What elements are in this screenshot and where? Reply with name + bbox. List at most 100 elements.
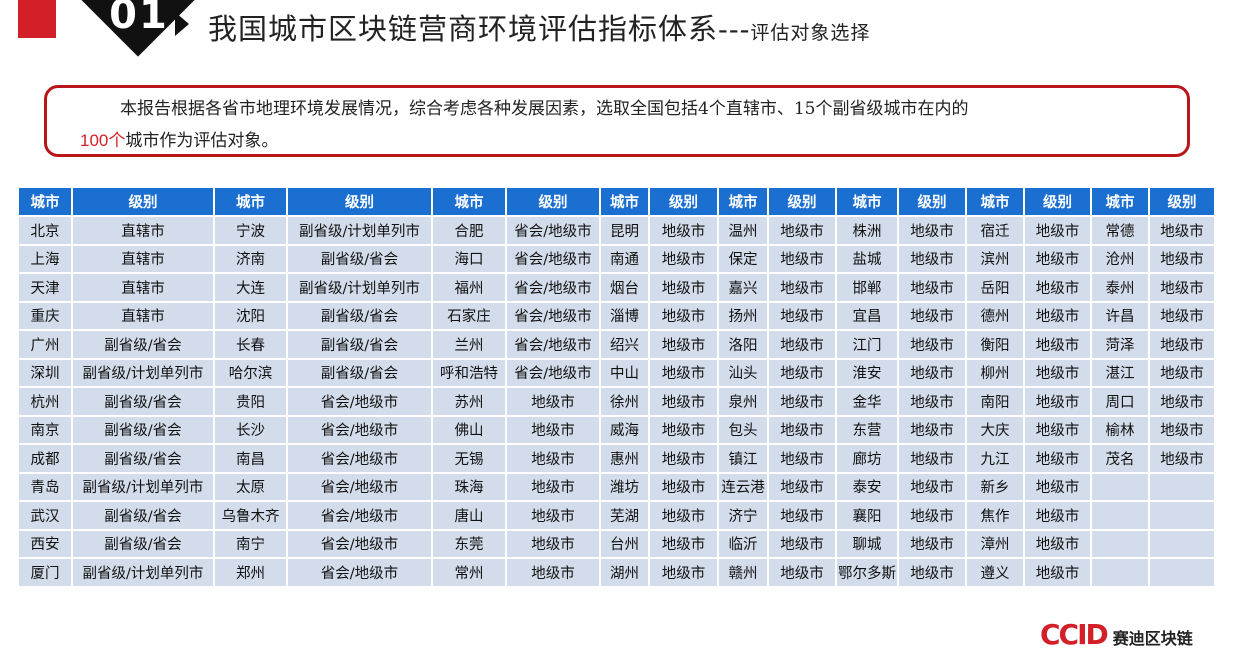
city-cell: 济南 xyxy=(213,243,288,274)
level-cell: 地级市 xyxy=(648,357,719,388)
city-cell: 漳州 xyxy=(965,528,1025,559)
arrow-decoration xyxy=(175,12,189,36)
level-cell: 地级市 xyxy=(897,215,967,246)
level-cell: 地级市 xyxy=(505,557,601,588)
city-cell: 乌鲁木齐 xyxy=(213,500,288,531)
level-cell: 地级市 xyxy=(1023,300,1092,331)
level-cell: 省会/地级市 xyxy=(505,357,601,388)
level-cell: 副省级/省会 xyxy=(71,386,215,417)
level-cell: 地级市 xyxy=(1148,414,1216,445)
city-cell: 广州 xyxy=(17,329,73,360)
city-cell: 济宁 xyxy=(717,500,769,531)
city-cell: 成都 xyxy=(17,443,73,474)
table-row: 武汉 副省级/省会 乌鲁木齐 省会/地级市 唐山 地级市 芜湖 地级市 济宁 地级市 襄阳 地级市 焦作… xyxy=(17,500,1216,531)
city-cell: 临沂 xyxy=(717,528,769,559)
table-header-cell: 级别 xyxy=(1023,186,1092,217)
level-cell: 地级市 xyxy=(648,471,719,502)
level-cell xyxy=(1148,557,1216,588)
level-cell: 省会/地级市 xyxy=(286,557,433,588)
level-cell: 地级市 xyxy=(767,443,837,474)
level-cell: 直辖市 xyxy=(71,243,215,274)
city-cell: 无锡 xyxy=(431,443,507,474)
level-cell: 地级市 xyxy=(897,557,967,588)
level-cell: 副省级/省会 xyxy=(71,500,215,531)
level-cell: 副省级/计划单列市 xyxy=(71,357,215,388)
city-cell: 焦作 xyxy=(965,500,1025,531)
city-cell: 扬州 xyxy=(717,300,769,331)
city-cell: 泉州 xyxy=(717,386,769,417)
level-cell: 地级市 xyxy=(897,386,967,417)
table-row: 杭州 副省级/省会 贵阳 省会/地级市 苏州 地级市 徐州 地级市 泉州 地级市 金华 地级市 南阳 地级… xyxy=(17,386,1216,417)
table-header-cell: 城市 xyxy=(717,186,769,217)
city-cell: 惠州 xyxy=(599,443,650,474)
city-cell: 南京 xyxy=(17,414,73,445)
level-cell: 直辖市 xyxy=(71,272,215,303)
level-cell: 省会/地级市 xyxy=(505,300,601,331)
level-cell: 副省级/省会 xyxy=(71,329,215,360)
city-cell: 呼和浩特 xyxy=(431,357,507,388)
city-cell: 廊坊 xyxy=(835,443,899,474)
level-cell: 地级市 xyxy=(767,528,837,559)
level-cell: 地级市 xyxy=(1023,443,1092,474)
city-cell: 哈尔滨 xyxy=(213,357,288,388)
table-header-cell: 级别 xyxy=(897,186,967,217)
logo-text: 赛迪区块链 xyxy=(1112,629,1193,648)
city-cell: 佛山 xyxy=(431,414,507,445)
city-cell: 邯郸 xyxy=(835,272,899,303)
table-row: 重庆 直辖市 沈阳 副省级/省会 石家庄 省会/地级市 淄博 地级市 扬州 地级市 宜昌 地级市 德州地… xyxy=(17,300,1216,331)
level-cell: 地级市 xyxy=(1148,386,1216,417)
city-cell: 西安 xyxy=(17,528,73,559)
city-cell: 淄博 xyxy=(599,300,650,331)
level-cell: 地级市 xyxy=(897,300,967,331)
level-cell: 省会/地级市 xyxy=(505,272,601,303)
table-header-cell: 城市 xyxy=(1090,186,1150,217)
city-cell: 鄂尔多斯 xyxy=(835,557,899,588)
page-title: 我国城市区块链营商环境评估指标体系---评估对象选择 xyxy=(208,6,870,48)
city-cell: 南昌 xyxy=(213,443,288,474)
city-cell: 台州 xyxy=(599,528,650,559)
intro-paragraph: 本报告根据各省市地理环境发展情况，综合考虑各种发展因素，选取全国包括4个直辖市、… xyxy=(80,93,1170,157)
city-cell: 合肥 xyxy=(431,215,507,246)
level-cell: 地级市 xyxy=(505,528,601,559)
level-cell: 地级市 xyxy=(897,528,967,559)
table-header-cell: 城市 xyxy=(17,186,73,217)
city-cell: 衡阳 xyxy=(965,329,1025,360)
section-number: 01 xyxy=(109,0,169,38)
title-dashes: --- xyxy=(718,12,751,46)
city-cell: 湖州 xyxy=(599,557,650,588)
table-header-cell: 级别 xyxy=(505,186,601,217)
table-row: 天津 直辖市 大连 副省级/计划单列市 福州 省会/地级市 烟台 地级市 嘉兴 地级市 邯郸 地级市岳… xyxy=(17,272,1216,303)
level-cell: 省会/地级市 xyxy=(505,329,601,360)
city-cell: 中山 xyxy=(599,357,650,388)
level-cell: 副省级/省会 xyxy=(71,414,215,445)
city-cell: 湛江 xyxy=(1090,357,1150,388)
level-cell: 地级市 xyxy=(648,300,719,331)
table-row: 厦门 副省级/计划单列市 郑州 省会/地级市 常州 地级市 湖州 地级市 赣州 地级市 鄂尔多斯 地级… xyxy=(17,557,1216,588)
city-cell: 福州 xyxy=(431,272,507,303)
city-cell: 盐城 xyxy=(835,243,899,274)
level-cell: 地级市 xyxy=(648,557,719,588)
level-cell: 地级市 xyxy=(767,557,837,588)
level-cell: 地级市 xyxy=(1023,528,1092,559)
level-cell: 地级市 xyxy=(505,443,601,474)
city-cell: 南阳 xyxy=(965,386,1025,417)
table-row: 西安 副省级/省会 南宁 省会/地级市 东莞 地级市 台州 地级市 临沂 地级市 聊城 地级市 漳州 地级… xyxy=(17,528,1216,559)
city-cell: 江门 xyxy=(835,329,899,360)
level-cell: 副省级/计划单列市 xyxy=(71,471,215,502)
level-cell xyxy=(1148,500,1216,531)
table-header-cell: 级别 xyxy=(767,186,837,217)
level-cell: 副省级/计划单列市 xyxy=(286,215,433,246)
level-cell: 地级市 xyxy=(505,414,601,445)
city-cell: 滨州 xyxy=(965,243,1025,274)
level-cell: 省会/地级市 xyxy=(286,443,433,474)
level-cell: 地级市 xyxy=(767,215,837,246)
city-cell: 许昌 xyxy=(1090,300,1150,331)
intro-text-part1: 本报告根据各省市地理环境发展情况，综合考虑各种发展因素，选取全国包括4个直辖市、… xyxy=(120,99,969,119)
level-cell: 地级市 xyxy=(1023,357,1092,388)
city-cell: 珠海 xyxy=(431,471,507,502)
level-cell: 地级市 xyxy=(1148,357,1216,388)
city-cell: 郑州 xyxy=(213,557,288,588)
intro-box: 本报告根据各省市地理环境发展情况，综合考虑各种发展因素，选取全国包括4个直辖市、… xyxy=(44,85,1190,157)
city-cell: 大庆 xyxy=(965,414,1025,445)
level-cell: 副省级/省会 xyxy=(286,300,433,331)
